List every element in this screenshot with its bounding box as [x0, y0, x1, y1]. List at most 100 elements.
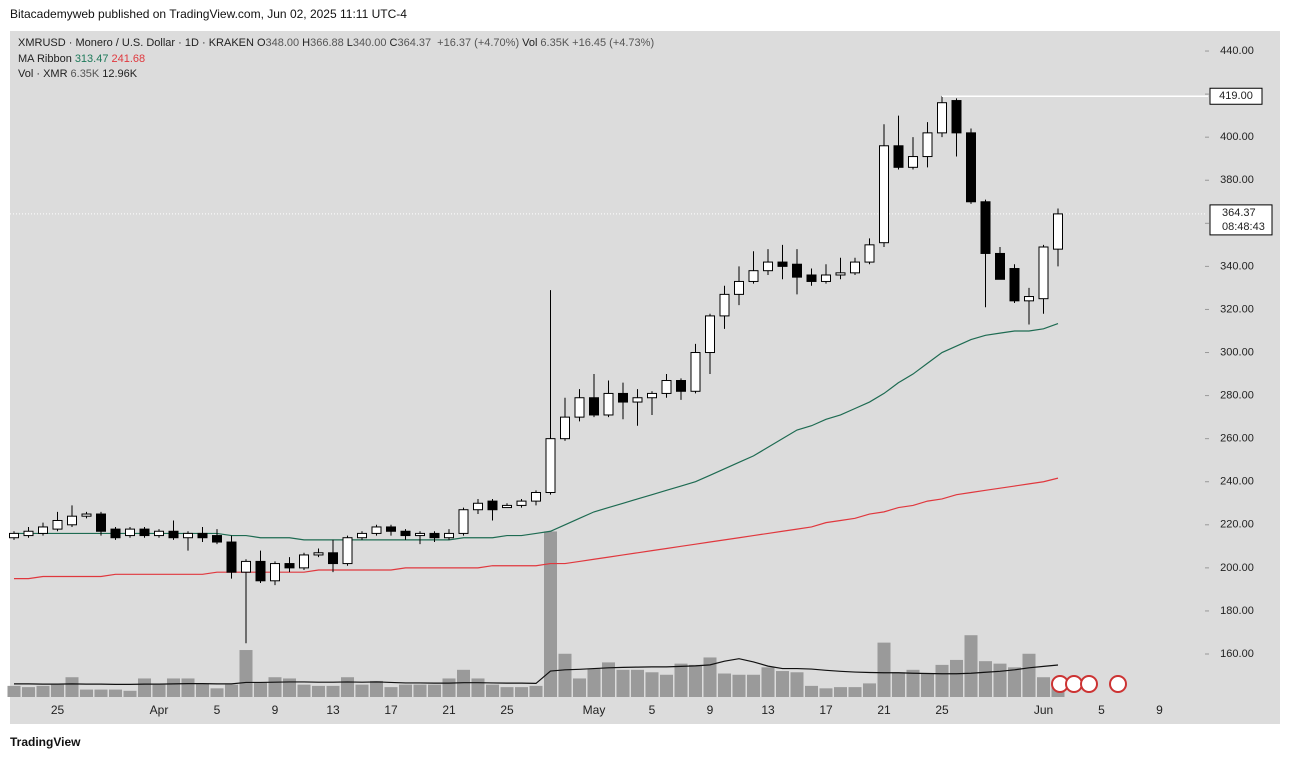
- candle-body: [864, 244, 875, 263]
- y-tick-label: 400.00: [1220, 131, 1254, 143]
- volume-bar: [776, 671, 789, 697]
- candle-body: [67, 515, 77, 526]
- x-tick-label: 13: [326, 703, 340, 717]
- candle-body: [255, 560, 266, 582]
- candle-body: [429, 532, 440, 539]
- candle-body: [734, 280, 744, 295]
- volume-bar: [254, 682, 267, 697]
- candle-body: [676, 380, 686, 392]
- candle-body: [38, 526, 48, 534]
- volume-bar: [370, 680, 383, 697]
- volume-bar: [7, 685, 21, 697]
- volume-bar: [921, 673, 934, 697]
- volume-bar: [471, 678, 485, 697]
- volume-bar: [993, 663, 1007, 697]
- volume-bar: [819, 688, 833, 697]
- volume-bar: [355, 684, 369, 697]
- volume-bar: [22, 687, 35, 697]
- volume-bar: [964, 635, 978, 697]
- y-tick-label: 380.00: [1220, 174, 1254, 186]
- volume-bar: [790, 672, 804, 697]
- candle-body: [908, 156, 918, 168]
- candle-body: [980, 201, 991, 254]
- volume-bar: [834, 687, 847, 697]
- last-price-box: [1209, 204, 1273, 236]
- candle-body: [226, 541, 237, 573]
- candle-body: [690, 352, 701, 392]
- volume-bar: [196, 683, 209, 697]
- candle-body: [400, 530, 411, 537]
- candle-body: [777, 261, 788, 267]
- volume-bar: [457, 669, 470, 697]
- published: Bitacademyweb published on TradingView.c…: [10, 7, 407, 21]
- ma-value: 241.68: [111, 52, 146, 65]
- candle-body: [502, 504, 512, 509]
- candle-body: [313, 552, 324, 556]
- y-tick-label: 320.00: [1220, 303, 1254, 315]
- candle-body: [560, 416, 570, 440]
- ma-value: 313.47: [74, 52, 109, 65]
- volume-bar: [210, 688, 224, 697]
- ma-name: MA Ribbon: [18, 52, 72, 65]
- candle-body: [473, 502, 483, 511]
- x-tick-label: 5: [649, 703, 656, 717]
- volume-bar: [428, 684, 441, 697]
- change: +16.37 (+4.70%): [437, 37, 520, 49]
- event-icon[interactable]: [1080, 675, 1098, 693]
- legend: XMRUSD · Monero / U.S. Dollar · 1D · KRA…: [18, 36, 657, 83]
- volume-bar: [1008, 667, 1021, 697]
- candle-body: [879, 145, 889, 244]
- event-icon[interactable]: [1109, 675, 1127, 693]
- volume-bar: [892, 672, 905, 697]
- y-tick-label: 340.00: [1220, 260, 1254, 272]
- y-tick-label: 160.00: [1220, 648, 1254, 660]
- volume-ma-line: [14, 658, 1059, 685]
- volume-bar: [326, 685, 340, 697]
- candle-body: [386, 526, 396, 532]
- volume-bar: [674, 663, 688, 697]
- x-tick-label: 9: [1156, 703, 1163, 717]
- volume-bar: [950, 659, 963, 697]
- volume-bar: [863, 683, 876, 697]
- volume-bar: [181, 678, 195, 697]
- volume-bar: [80, 689, 93, 697]
- quote-value: 340.00: [352, 37, 387, 49]
- volume-bar: [36, 685, 50, 697]
- x-tick-label: 17: [384, 703, 398, 717]
- candle-body: [951, 100, 962, 134]
- candle-body: [893, 145, 904, 168]
- candle-body: [154, 530, 164, 537]
- volume-bar: [384, 687, 398, 697]
- volume-bar: [341, 677, 354, 697]
- candle-body: [574, 397, 585, 418]
- pane: [10, 31, 1280, 724]
- volume-bar: [558, 653, 572, 697]
- y-tick-label: 300.00: [1220, 346, 1254, 358]
- quote-value: 366.88: [310, 37, 344, 49]
- volume-bar: [805, 685, 818, 697]
- candle-body: [270, 563, 280, 582]
- high-marker-box: [1209, 87, 1263, 105]
- quote-value: 348.00: [265, 37, 300, 49]
- volume-bar: [109, 689, 122, 697]
- high-marker-label: 419.00: [1219, 90, 1253, 102]
- volume-bar: [413, 684, 427, 697]
- candle-body: [1053, 213, 1063, 250]
- candle-body: [632, 397, 643, 403]
- y-tick-label: 440.00: [1220, 45, 1254, 57]
- volume-bar: [268, 677, 282, 697]
- volume-bar: [645, 672, 659, 697]
- volume-bar: [906, 669, 920, 697]
- candle-body: [1024, 296, 1034, 302]
- volume-bar: [225, 684, 238, 697]
- candle-body: [96, 513, 106, 532]
- quote-key: C: [389, 37, 398, 49]
- volume-bar: [239, 650, 253, 697]
- event-icon[interactable]: [1065, 675, 1083, 693]
- volume-bar: [442, 678, 456, 697]
- x-tick-label: 17: [819, 703, 833, 717]
- candle-body: [444, 532, 454, 539]
- y-tick-label: 260.00: [1220, 433, 1254, 445]
- vol-ma-value: 12.96K: [102, 68, 138, 80]
